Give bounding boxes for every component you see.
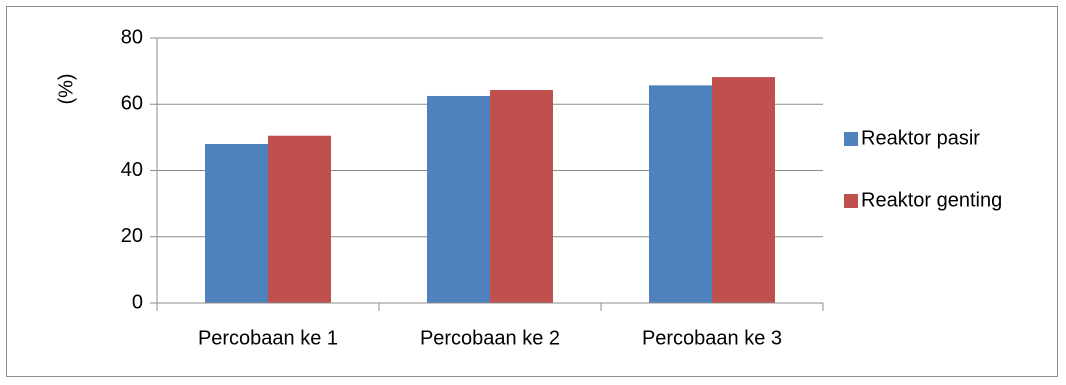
x-tick-labels: Percobaan ke 1 Percobaan ke 2 Percobaan ke… [198,327,782,349]
legend-label: Reaktor pasir [861,127,980,149]
x-tick-label: Percobaan ke 2 [420,327,560,349]
bars [205,77,775,304]
y-tick-label: 80 [121,26,143,48]
bar [649,85,712,304]
bar [427,95,490,303]
y-tick-label: 0 [132,291,143,313]
legend-label: Reaktor genting [861,189,1002,211]
axes [150,37,824,311]
legend: Reaktor pasir Reaktor genting [844,127,1002,211]
y-tick-labels: 0 20 40 60 80 [121,26,143,313]
bar [205,144,268,303]
y-tick-label: 40 [121,159,143,181]
y-axis-title: (%) [55,73,77,104]
bar [712,77,775,304]
bar [268,135,331,303]
x-tick-label: Percobaan ke 3 [642,327,782,349]
y-tick-label: 60 [121,93,143,115]
legend-swatch [844,194,858,208]
y-tick-label: 20 [121,225,143,247]
x-tick-label: Percobaan ke 1 [198,327,338,349]
bar [490,90,553,303]
legend-swatch [844,132,858,146]
